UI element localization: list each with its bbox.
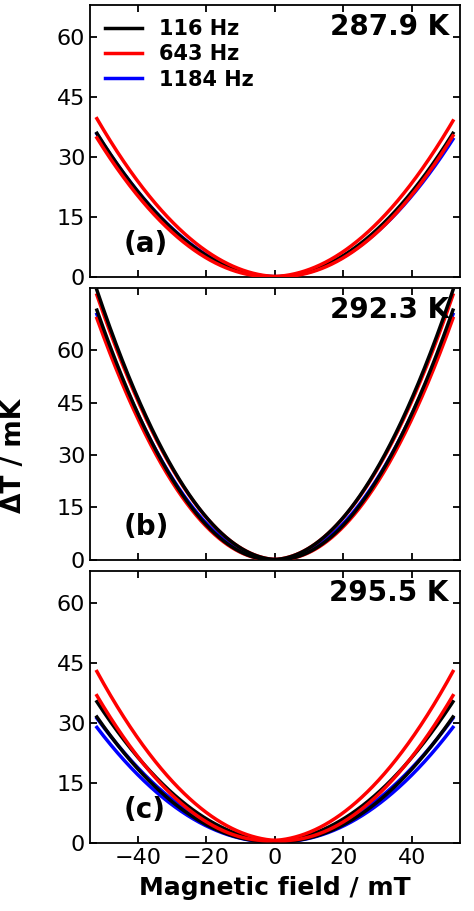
Legend: 116 Hz, 643 Hz, 1184 Hz: 116 Hz, 643 Hz, 1184 Hz xyxy=(96,11,262,97)
Text: 295.5 K: 295.5 K xyxy=(329,578,449,607)
Text: (c): (c) xyxy=(123,795,165,824)
Text: ΔT / mK: ΔT / mK xyxy=(1,398,27,513)
Text: (a): (a) xyxy=(123,230,168,258)
Text: 292.3 K: 292.3 K xyxy=(329,296,449,323)
Text: (b): (b) xyxy=(123,513,169,540)
Text: 287.9 K: 287.9 K xyxy=(329,13,449,41)
X-axis label: Magnetic field / mT: Magnetic field / mT xyxy=(139,875,411,900)
